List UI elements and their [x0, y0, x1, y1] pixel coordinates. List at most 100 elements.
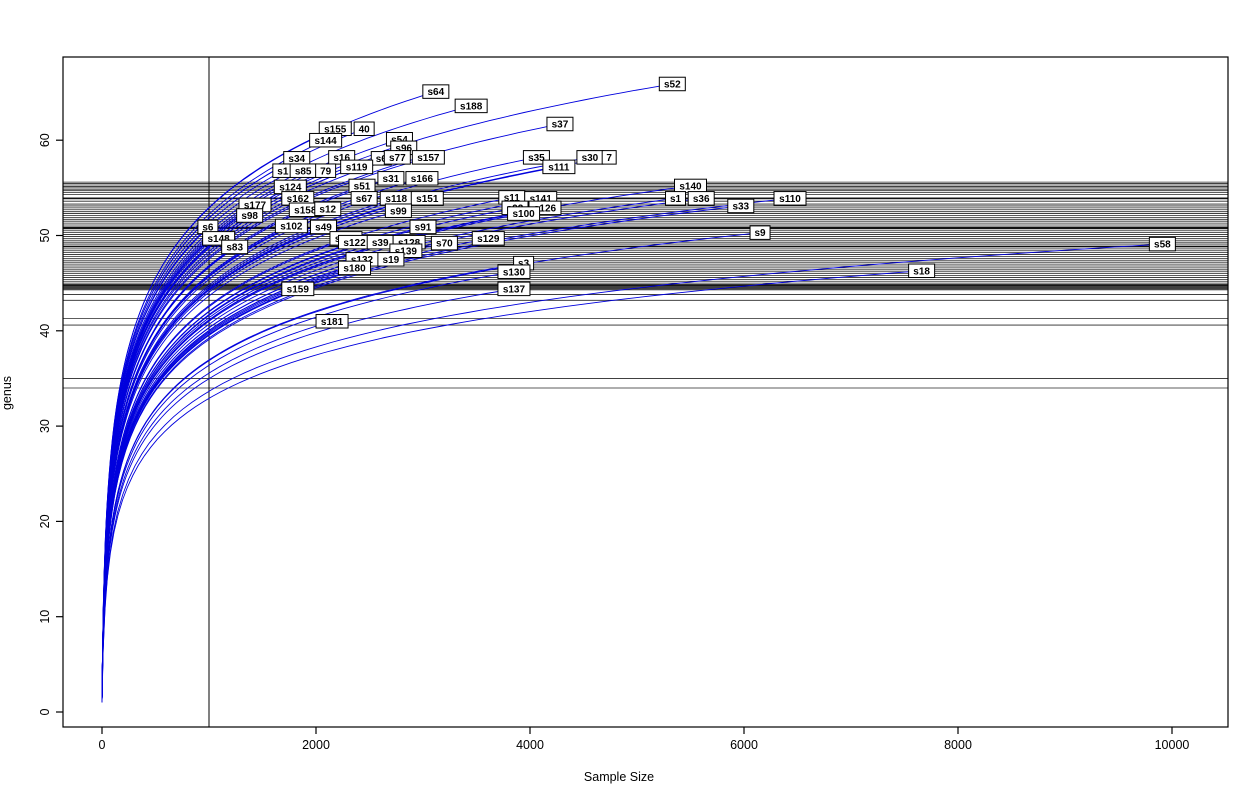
sample-label-box [409, 219, 437, 235]
sample-label-text: s49 [315, 223, 332, 234]
sample-label-box [471, 231, 505, 246]
sample-label: s102 [274, 218, 308, 234]
sample-label: s51 [348, 178, 376, 194]
sample-label-text: s137 [503, 284, 526, 295]
sample-label-box [221, 239, 249, 255]
sample-label: s85 [289, 163, 317, 178]
sample-label-text: s129 [477, 234, 500, 245]
sample-label: s151 [410, 191, 444, 206]
sample-label-box [281, 281, 315, 297]
sample-label-text: s155 [324, 124, 347, 135]
rarefaction-curve [101, 320, 333, 703]
sample-label: s39 [366, 234, 394, 250]
sample-label: s64 [422, 84, 450, 99]
sample-label-box [665, 191, 687, 206]
sample-label-text: s140 [679, 182, 702, 193]
sample-label: s166 [405, 171, 439, 186]
sample-label: s137 [497, 281, 531, 297]
rarefaction-curve [101, 205, 741, 703]
sample-label-box [411, 150, 445, 165]
sample-label-box [309, 132, 343, 148]
sample-label: s99 [384, 203, 412, 218]
y-axis-title: genus [0, 375, 14, 411]
sample-label-text: s111 [548, 162, 570, 173]
sample-label: s157 [411, 150, 445, 165]
sample-label-text: s19 [383, 255, 400, 266]
sample-label-text: s6 [202, 223, 214, 234]
sample-label-box [1148, 236, 1176, 252]
rarefaction-curve [101, 270, 922, 703]
sample-label: s77 [383, 150, 411, 165]
sample-label-text: s91 [415, 223, 432, 234]
sample-label: s91 [409, 219, 437, 235]
sample-label-text: s83 [226, 243, 243, 254]
sample-label-box [236, 208, 264, 223]
sample-label: s122 [338, 234, 372, 250]
sample-label-text: s11 [504, 193, 521, 204]
sample-label: s111 [542, 159, 576, 175]
sample-label: s6 [197, 219, 219, 235]
sample-label-box [384, 203, 412, 218]
sample-label: s18 [908, 263, 936, 279]
sample-label-text: 7 [606, 153, 612, 164]
sample-label-text: s54 [391, 135, 408, 146]
sample-label: s144 [309, 132, 343, 148]
y-tick-label: 60 [38, 133, 52, 147]
sample-label-text: s16 [333, 153, 350, 164]
sample-label: s118 [379, 191, 413, 206]
x-tick-label: 10000 [1155, 738, 1190, 752]
rarefaction-curve [101, 156, 429, 703]
sample-label-text: s36 [693, 194, 710, 205]
sample-label-text: s85 [295, 166, 312, 177]
rarefaction-curve [101, 246, 235, 703]
sample-label-box [315, 314, 349, 329]
sample-label-text: s1 [670, 194, 682, 205]
y-tick-label: 50 [38, 229, 52, 243]
sample-label-text: s35 [528, 153, 545, 164]
sample-label-text: s98 [241, 211, 258, 222]
sample-label-box [377, 171, 405, 186]
y-tick-label: 30 [38, 419, 52, 433]
sample-label-text: 40 [359, 124, 371, 135]
rarefaction-curve [101, 243, 1163, 703]
sample-label: s37 [546, 116, 574, 132]
rarefaction-curve [101, 238, 219, 703]
sample-label: s129 [471, 231, 505, 246]
sample-label: s98 [236, 208, 264, 223]
sample-label-text: s144 [315, 136, 338, 147]
sample-label-box [405, 171, 439, 186]
sample-label-text: s126 [534, 203, 557, 214]
sample-label: s30 [576, 150, 604, 165]
sample-label-text: s166 [411, 174, 434, 185]
sample-label-box [773, 191, 807, 206]
rarefaction-curve [101, 156, 537, 703]
sample-label-box [383, 150, 411, 165]
sample-label-text: s100 [512, 209, 535, 220]
sample-label-text: s158 [294, 205, 317, 216]
sample-label-box [314, 201, 342, 217]
sample-label-text: s122 [343, 238, 366, 249]
rarefaction-curve [101, 241, 410, 703]
x-axis-title: Sample Size [583, 770, 655, 784]
sample-label-text: s64 [427, 87, 444, 98]
rarefaction-curve [101, 241, 381, 703]
sample-label-text: s159 [287, 284, 310, 295]
rarefaction-curve [101, 226, 424, 703]
x-tick-label: 4000 [516, 738, 544, 752]
sample-label: s1 [665, 191, 687, 206]
sample-label-text: s99 [390, 206, 407, 217]
sample-label-box [274, 218, 308, 234]
sample-label-text: s6 [376, 154, 388, 165]
rarefaction-curve [101, 288, 298, 703]
rarefaction-curve [101, 197, 791, 703]
sample-label-box [497, 264, 531, 279]
sample-label-text: s102 [280, 222, 303, 233]
plot-border [62, 56, 1229, 728]
sample-label-text: s33 [732, 202, 749, 213]
y-tick-label: 0 [38, 708, 52, 715]
sample-label-text: s39 [372, 238, 389, 249]
sample-label-text: s70 [436, 239, 453, 250]
sample-label-text: s1 [277, 166, 289, 177]
